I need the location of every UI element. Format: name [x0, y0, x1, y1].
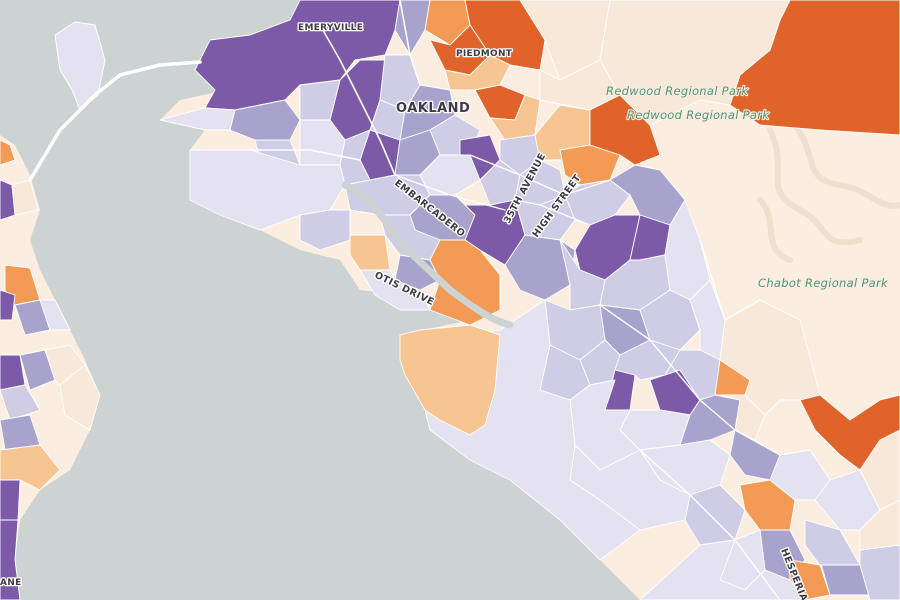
- oakland-estuary: [341, 181, 514, 329]
- label-redwood-park-2: Redwood Regional Park: [627, 108, 770, 122]
- label-chabot-park: Chabot Regional Park: [758, 276, 889, 290]
- treasure-island: [54, 21, 106, 111]
- label-piedmont: PIEDMONT: [456, 49, 513, 59]
- label-emeryville: EMERYVILLE: [298, 23, 363, 33]
- sf-tracts: [0, 139, 101, 600]
- alameda-point: [399, 324, 501, 436]
- road-network: [249, 0, 781, 600]
- label-lane-fragment: ANE: [0, 578, 22, 588]
- label-redwood-park-1: Redwood Regional Park: [606, 84, 749, 98]
- bay-bridge: [28, 60, 202, 182]
- label-oakland: OAKLAND: [396, 101, 470, 116]
- census-tracts: [159, 0, 900, 600]
- hill-contours: [757, 117, 900, 263]
